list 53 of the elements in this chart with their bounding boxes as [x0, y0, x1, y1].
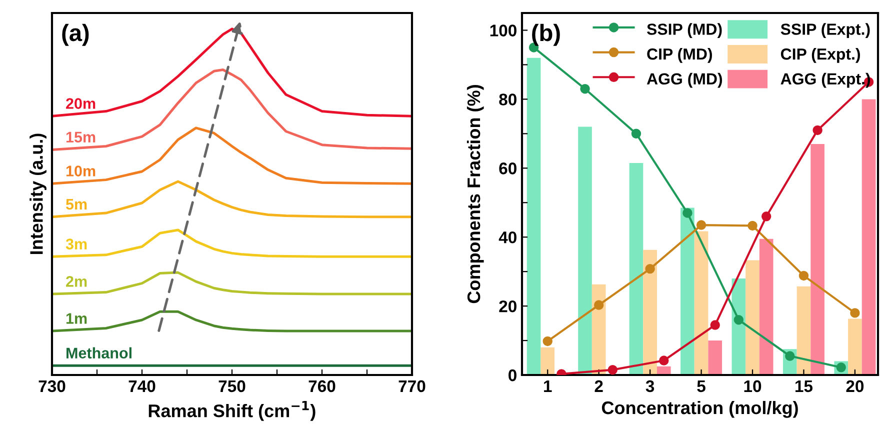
bar	[643, 250, 657, 375]
legend-label: SSIP (Expt.)	[780, 23, 870, 38]
y-tick-label: 40	[498, 231, 516, 244]
x-tick-label: 10	[744, 380, 762, 392]
x-tick-label: 20	[846, 380, 864, 392]
bar	[796, 286, 811, 375]
series-label: 2m	[66, 276, 87, 287]
x-tick-label: 740	[128, 380, 156, 392]
bar	[694, 231, 708, 375]
x-tick-label: 770	[398, 380, 426, 392]
x-tick-label: 760	[308, 380, 336, 392]
bar	[810, 144, 824, 375]
legend-label: CIP (MD)	[647, 48, 712, 63]
y-axis-title: Intensity (a.u.)	[30, 134, 46, 254]
series-label: 10m	[66, 166, 96, 176]
bar	[526, 58, 541, 375]
bar	[746, 260, 760, 375]
y-tick-label: 0	[508, 369, 516, 382]
y-tick-label: 100	[490, 24, 516, 36]
x-tick-label: 15	[796, 380, 813, 392]
x-tick-label: 1	[544, 380, 552, 392]
x-tick-label: 5	[697, 380, 706, 392]
y-axis-title: Components Fraction (%)	[466, 85, 484, 304]
y-tick-label: 20	[499, 300, 516, 312]
x-tick-label: 730	[38, 380, 66, 392]
bar	[862, 99, 876, 375]
annotation: (b)	[532, 24, 560, 46]
y-tick-label: 60	[499, 162, 516, 174]
x-axis-title: Concentration (mol/kg)	[602, 400, 798, 418]
x-tick-label: 2	[594, 380, 603, 392]
legend-label: CIP (Expt.)	[780, 48, 860, 63]
series-label: Methanol	[66, 347, 132, 358]
bar	[708, 340, 722, 375]
bar	[540, 347, 555, 375]
x-tick-label: 3	[646, 380, 654, 392]
bar	[578, 126, 592, 375]
series-label: 3m	[66, 238, 87, 250]
series-label: 15m	[66, 132, 96, 143]
bar	[732, 278, 746, 375]
annotation: (a)	[62, 24, 89, 46]
bar	[680, 208, 694, 375]
legend-label: AGG (MD)	[646, 72, 722, 88]
legend-label: SSIP (MD)	[646, 23, 722, 38]
x-axis-title: Raman Shift (cm$^{−1}$)	[148, 400, 316, 421]
x-tick-label: 750	[218, 380, 246, 392]
series-label: 20m	[66, 98, 96, 109]
y-tick-label: 80	[499, 94, 516, 106]
series-label: 1m	[66, 313, 87, 324]
bar	[592, 284, 606, 375]
series-label: 5m	[66, 199, 87, 210]
bar	[848, 318, 862, 375]
bar	[759, 238, 774, 375]
bar	[629, 162, 644, 375]
